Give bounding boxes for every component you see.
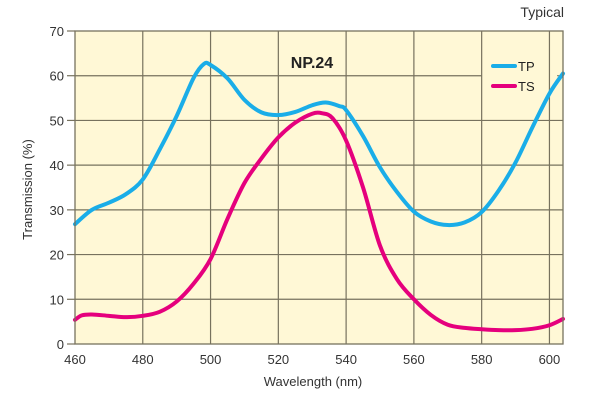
y-tick-label: 20 <box>50 248 64 263</box>
y-tick-label: 70 <box>50 24 64 39</box>
x-tick-label: 600 <box>539 352 561 367</box>
y-tick-label: 50 <box>50 113 64 128</box>
series-line-tp <box>73 60 565 228</box>
axis-ticks: 460 480 500 520 540 560 580 600 0 10 20 30 40 50 60 70 <box>50 24 561 367</box>
y-tick-label: 0 <box>57 337 64 352</box>
y-tick-label: 60 <box>50 69 64 84</box>
legend: TP TS <box>491 59 535 94</box>
x-tick-label: 500 <box>200 352 222 367</box>
x-tick-label: 540 <box>335 352 357 367</box>
y-axis-label: Transmission (%) <box>20 139 35 240</box>
plot-frame <box>74 30 564 345</box>
x-tick-label: 460 <box>64 352 86 367</box>
x-tick-label: 560 <box>403 352 425 367</box>
y-tick-label: 40 <box>50 158 64 173</box>
series-group <box>73 60 565 333</box>
x-tick-label: 520 <box>267 352 289 367</box>
x-tick-label: 480 <box>132 352 154 367</box>
corner-note: Typical <box>520 4 564 20</box>
legend-label-ts: TS <box>518 79 535 94</box>
legend-label-tp: TP <box>518 59 535 74</box>
y-tick-label: 10 <box>50 292 64 307</box>
plot-background <box>75 31 563 344</box>
series-line-ts <box>73 110 565 333</box>
x-axis-label: Wavelength (nm) <box>264 374 363 389</box>
y-tick-label: 30 <box>50 203 64 218</box>
chart-title: NP.24 <box>291 55 334 72</box>
x-tick-label: 580 <box>471 352 493 367</box>
